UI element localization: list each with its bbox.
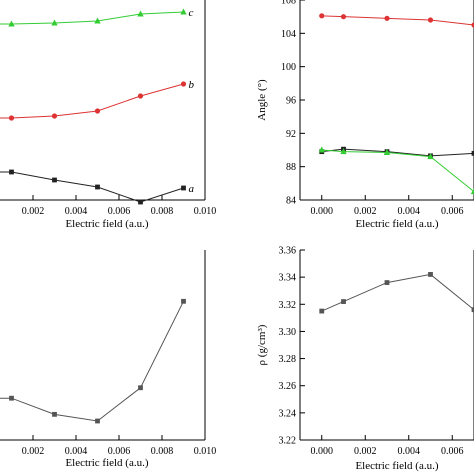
x-tick-label: 0.010: [194, 446, 217, 457]
series-label: b: [189, 79, 195, 91]
x-tick-label: 0.006: [108, 446, 131, 457]
x-tick-label: 0.006: [441, 446, 464, 457]
data-point: [384, 15, 390, 21]
series-line: [0, 83, 184, 119]
x-tick-label: 0.004: [65, 446, 88, 457]
y-tick-label: 88: [286, 162, 296, 173]
y-tick-label: 84: [286, 196, 296, 207]
data-point: [8, 20, 15, 27]
data-point: [384, 280, 390, 285]
y-tick-label: 100: [281, 62, 296, 73]
data-point: [138, 199, 143, 205]
data-point: [180, 81, 187, 87]
data-point: [95, 418, 100, 424]
data-point: [471, 150, 474, 156]
data-point: [319, 308, 325, 314]
x-axis-label: Electric field (a.u.): [65, 457, 148, 469]
x-tick-label: 0.008: [151, 206, 174, 217]
x-axis-label: Electric field (a.u.): [355, 460, 438, 472]
data-point: [319, 13, 325, 19]
series-line: [0, 171, 184, 203]
data-point: [52, 177, 57, 183]
data-point: [94, 17, 101, 24]
series-line: [321, 273, 474, 312]
data-point: [471, 22, 474, 28]
data-point: [427, 153, 434, 160]
data-point: [180, 8, 187, 15]
y-tick-label: 3.26: [279, 381, 297, 392]
x-tick-label: 0.008: [151, 446, 174, 457]
data-point: [9, 169, 14, 175]
data-point: [340, 14, 347, 20]
x-tick-label: 0.002: [22, 206, 45, 217]
series-line: [0, 301, 184, 422]
x-tick-label: 0.006: [441, 206, 464, 217]
x-tick-label: 0.002: [22, 446, 45, 457]
data-point: [341, 299, 346, 304]
data-point: [471, 307, 474, 313]
data-point: [137, 10, 144, 17]
x-tick-label: 0.000: [311, 206, 334, 217]
x-axis-label: Electric field (a.u.): [355, 218, 438, 230]
data-point: [383, 149, 391, 155]
data-point: [137, 93, 144, 99]
y-tick-label: 108: [281, 0, 296, 7]
data-point: [52, 411, 57, 417]
y-tick-label: 3.32: [279, 300, 297, 311]
data-point: [9, 395, 14, 401]
x-tick-label: 0.002: [354, 206, 377, 217]
data-point: [427, 17, 434, 23]
x-tick-label: 0.010: [194, 206, 217, 217]
data-point: [181, 185, 186, 191]
data-point: [51, 113, 58, 119]
y-tick-label: 3.24: [279, 408, 297, 419]
series-label: a: [189, 183, 195, 195]
data-point: [94, 108, 101, 114]
x-axis-label: Electric field (a.u.): [65, 218, 148, 230]
y-tick-label: 3.34: [279, 273, 297, 284]
series-line: [0, 11, 184, 25]
y-tick-label: 3.36: [279, 246, 297, 257]
data-point: [95, 184, 100, 190]
y-tick-label: 92: [286, 129, 296, 140]
y-axis-label: ρ (g/cm³): [256, 324, 268, 365]
data-point: [318, 146, 325, 153]
y-tick-label: 3.30: [279, 327, 297, 338]
x-tick-label: 0.004: [65, 206, 88, 217]
x-tick-label: 0.000: [311, 446, 334, 457]
y-tick-label: 104: [281, 29, 296, 40]
data-point: [138, 385, 143, 391]
series-line: [321, 149, 474, 193]
y-axis-label: Angle (°): [256, 79, 268, 121]
data-point: [428, 272, 433, 277]
x-tick-label: 0.004: [398, 446, 421, 457]
y-tick-label: 96: [286, 96, 296, 107]
data-point: [340, 148, 347, 155]
y-tick-label: 3.28: [279, 354, 297, 365]
x-tick-label: 0.004: [398, 206, 421, 217]
data-point: [470, 188, 474, 195]
data-point: [181, 298, 186, 304]
x-tick-label: 0.002: [354, 446, 377, 457]
y-tick-label: 3.22: [279, 436, 297, 447]
data-point: [8, 115, 15, 121]
data-point: [51, 19, 58, 26]
x-tick-label: 0.006: [108, 206, 131, 217]
series-label: c: [189, 7, 194, 19]
